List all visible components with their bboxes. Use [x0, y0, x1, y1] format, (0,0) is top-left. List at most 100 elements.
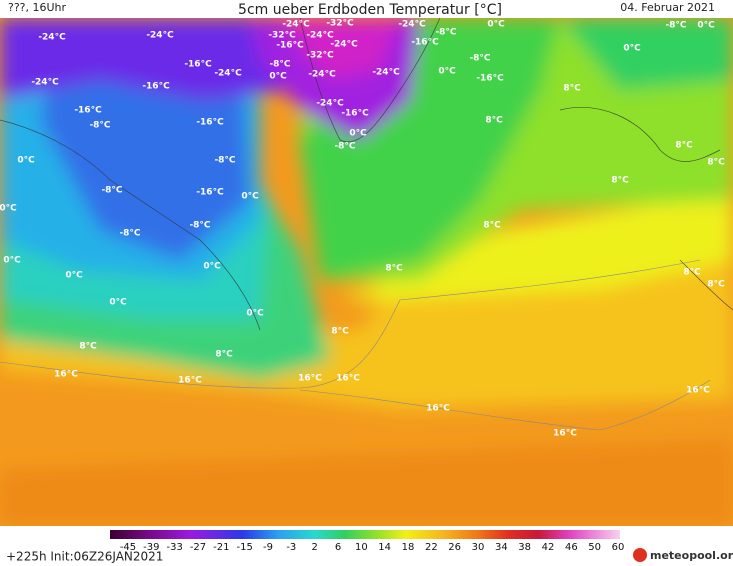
colorbar-tick-label: 60 — [612, 542, 625, 553]
colorbar-tick-label: -39 — [143, 542, 159, 553]
map-label: 8°C — [79, 342, 97, 352]
map-label: 0°C — [697, 21, 715, 31]
map-label: -24°C — [316, 99, 344, 109]
colorbar-tick-label: -9 — [263, 542, 273, 553]
colorbar-tick-label: 14 — [378, 542, 391, 553]
map-label: 0°C — [246, 309, 264, 319]
map-label: 0°C — [349, 129, 367, 139]
map-label: 16°C — [686, 386, 710, 396]
colorbar-tick-label: 6 — [335, 542, 341, 553]
map-label: 0°C — [269, 72, 287, 82]
date-label: 04. Februar 2021 — [620, 1, 715, 14]
map-label: -8°C — [435, 28, 456, 38]
map-label: -24°C — [308, 70, 336, 80]
colorbar-tick-label: 46 — [565, 542, 578, 553]
map-label: 8°C — [563, 84, 581, 94]
colorbar-tick-label: 10 — [355, 542, 368, 553]
map-label: -8°C — [469, 54, 490, 64]
colorbar-tick-label: 22 — [425, 542, 438, 553]
map-label: -32°C — [326, 19, 354, 29]
map-label: 8°C — [331, 327, 349, 337]
colorbar-tick-label: -15 — [236, 542, 252, 553]
map-label: -32°C — [306, 51, 334, 61]
map-label: 8°C — [683, 268, 701, 278]
map-label: -8°C — [214, 156, 235, 166]
map-label: 8°C — [707, 158, 725, 168]
colorbar-tick-label: 42 — [542, 542, 555, 553]
map-label: -24°C — [372, 68, 400, 78]
map-label: -8°C — [269, 60, 290, 70]
map-label: -24°C — [282, 20, 310, 30]
map-label: -8°C — [665, 21, 686, 31]
map-title: 5cm ueber Erdboden Temperatur [°C] — [238, 2, 502, 18]
map-label: -16°C — [411, 38, 439, 48]
map-label: 0°C — [17, 156, 35, 166]
map-label: 8°C — [215, 350, 233, 360]
colorbar-tick-label: 2 — [311, 542, 317, 553]
map-label: 16°C — [336, 374, 360, 384]
colorbar-tick-label: 30 — [472, 542, 485, 553]
run-label: ???, 16Uhr — [8, 1, 67, 14]
map-label: 16°C — [426, 404, 450, 414]
map-label: 16°C — [54, 370, 78, 380]
map-label: -16°C — [196, 188, 224, 198]
map-label: 0°C — [0, 204, 17, 214]
colorbar-tick-label: 18 — [402, 542, 415, 553]
map-label: -8°C — [89, 121, 110, 131]
logo-text: meteopool.org — [650, 549, 733, 562]
colorbar — [110, 530, 620, 539]
colorbar-tick-label: -33 — [166, 542, 182, 553]
map-label: -8°C — [119, 229, 140, 239]
map-label: -24°C — [398, 20, 426, 30]
map-label: -32°C — [268, 31, 296, 41]
map-label: 8°C — [611, 176, 629, 186]
map-label: 0°C — [487, 20, 505, 30]
colorbar-tick-label: -21 — [213, 542, 229, 553]
map-label: -24°C — [214, 69, 242, 79]
map-label: -16°C — [276, 41, 304, 51]
colorbar-tick-label: 34 — [495, 542, 508, 553]
map-label: -24°C — [38, 33, 66, 43]
map-label: -16°C — [476, 74, 504, 84]
map-label: 0°C — [109, 298, 127, 308]
map-label: 0°C — [438, 67, 456, 77]
map-label: 0°C — [3, 256, 21, 266]
logo-icon — [633, 548, 647, 562]
map-label: 8°C — [485, 116, 503, 126]
map-label: 8°C — [385, 264, 403, 274]
map-label: 8°C — [707, 280, 725, 290]
map-label: -16°C — [184, 60, 212, 70]
map-label: 0°C — [241, 192, 259, 202]
init-label: +225h Init:06Z26JAN2021 — [6, 550, 163, 564]
map-label: -8°C — [189, 221, 210, 231]
map-label: 16°C — [178, 376, 202, 386]
map-label: -8°C — [334, 142, 355, 152]
map-label: -24°C — [146, 31, 174, 41]
map-label: -16°C — [74, 106, 102, 116]
map-label: 0°C — [623, 44, 641, 54]
map-label: 0°C — [203, 262, 221, 272]
map-label: -24°C — [306, 31, 334, 41]
colorbar-tick-label: 50 — [588, 542, 601, 553]
map-label: 8°C — [483, 221, 501, 231]
map-labels: -24°C -24°C-24°C -32°C -24°C 0°C -8°C 0°C-32°C… — [0, 19, 725, 439]
colorbar-tick-label: -3 — [286, 542, 296, 553]
colorbar-ticks: -45 -39 -33 -27 -21 -15 -9 -3 2 6 10 14 18 22 26 30 34 38… — [120, 542, 625, 553]
map-label: 16°C — [553, 429, 577, 439]
map-label: 0°C — [65, 271, 83, 281]
map-label: -16°C — [142, 82, 170, 92]
map-label: -16°C — [341, 109, 369, 119]
map-field — [0, 18, 733, 526]
colorbar-tick-label: 38 — [518, 542, 531, 553]
colorbar-tick-label: 26 — [448, 542, 461, 553]
map-label: 8°C — [675, 141, 693, 151]
map-label: -8°C — [101, 186, 122, 196]
map-label: 16°C — [298, 374, 322, 384]
map-label: -16°C — [196, 118, 224, 128]
colorbar-tick-label: -27 — [190, 542, 206, 553]
map-label: -24°C — [330, 40, 358, 50]
map-label: -24°C — [31, 78, 59, 88]
colorbar-tick-label: -45 — [120, 542, 136, 553]
